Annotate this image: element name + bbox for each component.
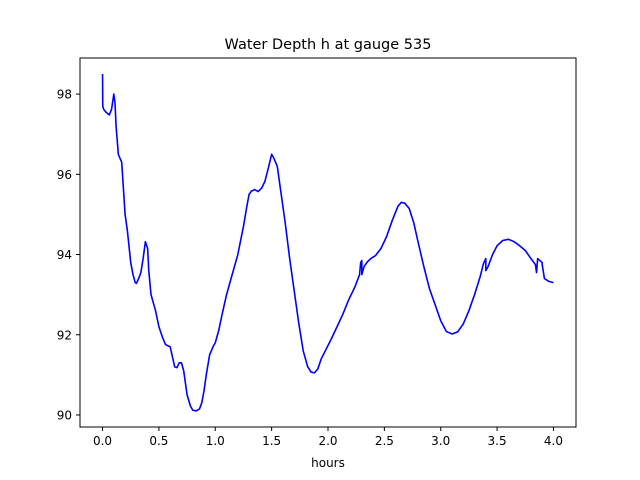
series-layer	[101, 74, 554, 412]
x-tick-label: 2.0	[318, 434, 337, 448]
series-line-0	[101, 74, 554, 412]
plot-area	[80, 58, 576, 427]
x-tick-label: 2.5	[375, 434, 394, 448]
x-tick-label: 0.0	[93, 434, 112, 448]
y-axis-ticks: 90 92 94 96 98	[57, 88, 80, 422]
plot-frame	[79, 57, 577, 428]
x-axis-ticks: 0.0 0.5 1.0 1.5 2.0 2.5 3.0 3.5 4.0	[93, 427, 563, 448]
x-tick-label: 3.0	[431, 434, 450, 448]
x-tick-label: 0.5	[149, 434, 168, 448]
y-tick-label: 90	[57, 408, 72, 422]
x-axis-title: hours	[311, 456, 345, 470]
x-tick-label: 1.0	[206, 434, 225, 448]
x-tick-label: 4.0	[544, 434, 563, 448]
x-tick-label: 1.5	[262, 434, 281, 448]
y-tick-label: 94	[57, 248, 72, 262]
chart-title: Water Depth h at gauge 535	[225, 37, 432, 53]
y-tick-label: 98	[57, 88, 72, 102]
x-tick-label: 3.5	[488, 434, 507, 448]
y-tick-label: 92	[57, 328, 72, 342]
y-tick-label: 96	[57, 168, 72, 182]
